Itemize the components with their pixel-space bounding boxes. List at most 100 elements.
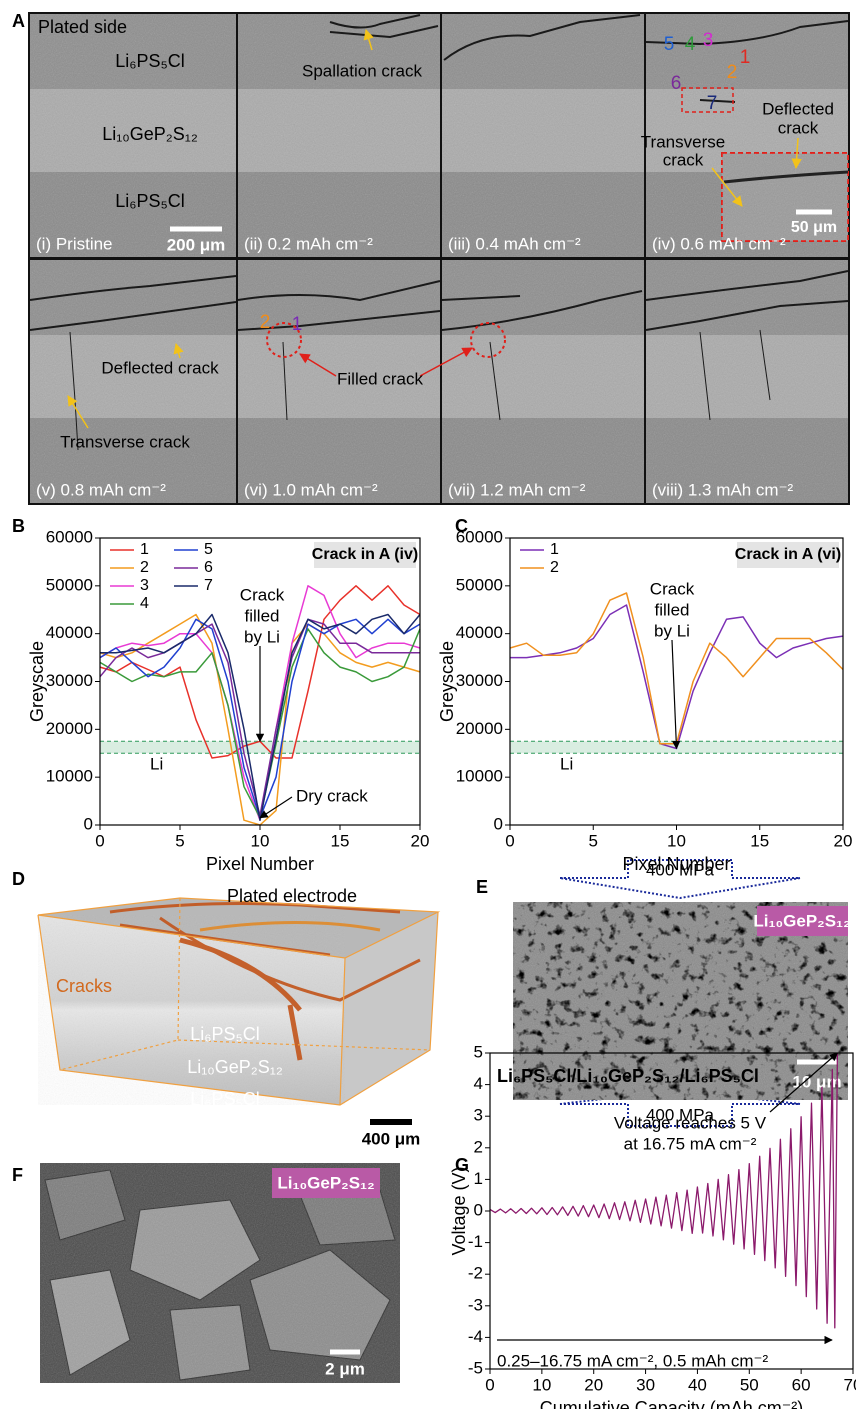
material-tag [757, 906, 848, 936]
legend-label: 7 [204, 577, 213, 594]
y-tick-label: 0 [494, 814, 503, 833]
inset-texture [722, 153, 848, 241]
material-label: Li₁₀GeP₂S₁₂ [753, 911, 850, 930]
y-axis-label: Voltage (V) [449, 1166, 469, 1255]
tile-label: (vii) 1.2 mAh cm⁻² [448, 480, 586, 499]
y-tick-label: 50000 [456, 575, 503, 594]
x-tick-label: 20 [584, 1375, 603, 1394]
tile-label: (vi) 1.0 mAh cm⁻² [244, 480, 378, 499]
annotation: Plated electrode [227, 886, 357, 906]
x-tick-label: 0 [485, 1375, 494, 1394]
tile-texture [442, 260, 644, 503]
legend-label: 1 [550, 541, 559, 558]
y-tick-label: -2 [468, 1264, 483, 1283]
annotation: 0.25–16.75 mA cm⁻², 0.5 mAh cm⁻² [497, 1351, 769, 1370]
tile-texture [646, 260, 848, 503]
crack-number: 1 [292, 314, 303, 335]
y-tick-label: 0 [474, 1200, 483, 1219]
crack-number: 4 [685, 34, 696, 55]
panel-label: F [12, 1165, 23, 1185]
scale-label: 50 μm [791, 219, 837, 236]
y-tick-label: 40000 [456, 623, 503, 642]
annotation-arrow [769, 1052, 839, 1113]
legend-label: 1 [140, 541, 149, 558]
crack-number: 3 [703, 30, 714, 51]
scale-label: 2 μm [325, 1359, 365, 1378]
tile-label: (v) 0.8 mAh cm⁻² [36, 480, 166, 499]
y-tick-label: 3 [474, 1106, 483, 1125]
y-tick-label: 20000 [456, 719, 503, 738]
annotation: Dry crack [296, 786, 368, 805]
panel-label: B [12, 516, 25, 536]
annotation: Voltage reaches 5 V [614, 1113, 767, 1132]
material-tag [272, 1168, 380, 1198]
panel-label: G [455, 1155, 469, 1175]
tile-texture [442, 14, 644, 257]
y-tick-label: -5 [468, 1358, 483, 1377]
series-line [100, 613, 421, 821]
x-tick-label: 20 [834, 831, 853, 850]
tile-label: (i) Pristine [36, 234, 113, 253]
y-axis-label: Greyscale [27, 641, 47, 722]
li-band [100, 741, 420, 754]
filled-circle [266, 322, 302, 358]
x-tick-label: 15 [750, 831, 769, 850]
block-face [340, 912, 438, 1105]
y-tick-label: 40000 [46, 623, 93, 642]
x-axis-label: Pixel Number [622, 854, 730, 874]
li-label: Li [150, 755, 163, 774]
tile-texture [30, 260, 236, 503]
pressure-label: 400 MPa [646, 1105, 715, 1124]
block-face [38, 898, 438, 958]
legend-label: 4 [140, 595, 149, 612]
crack-number: 2 [260, 312, 271, 333]
annotation: Transverse crack [60, 432, 190, 451]
tile-label: (iv) 0.6 mAh cm⁻² [652, 234, 786, 253]
annotation-arrow [259, 796, 293, 819]
layer-label: Li₆PS₅Cl [190, 1089, 260, 1109]
x-axis-label: Pixel Number [206, 854, 314, 874]
annotation-arrow [671, 639, 681, 750]
block-texture [38, 915, 345, 1105]
legend-label: 6 [204, 559, 213, 576]
cracks [29, 14, 849, 451]
li-label: Li [560, 755, 573, 774]
crack-number: 7 [707, 93, 718, 114]
y-tick-label: 10000 [46, 767, 93, 786]
legend-label: 2 [550, 559, 559, 576]
y-tick-label: 50000 [46, 575, 93, 594]
x-tick-label: 30 [636, 1375, 655, 1394]
panel-label: C [455, 516, 468, 536]
material-label: Li₁₀GeP₂S₁₂ [277, 1173, 374, 1192]
y-tick-label: -4 [468, 1327, 483, 1346]
annotation: by Li [244, 627, 280, 646]
tiles [30, 14, 848, 503]
x-tick-label: 5 [589, 831, 598, 850]
x-tick-label: 60 [792, 1375, 811, 1394]
pressure-arrow [559, 859, 801, 900]
layer-label: Li₆PS₅Cl [115, 51, 185, 71]
panel-label: D [12, 869, 25, 889]
x-tick-label: 5 [175, 831, 184, 850]
tile-label: (viii) 1.3 mAh cm⁻² [652, 480, 794, 499]
y-tick-label: 5 [474, 1042, 483, 1061]
panel-label: E [476, 877, 488, 897]
crack-number: 1 [740, 47, 751, 68]
panel-label: A [12, 11, 25, 31]
annotation: Deflected crack [101, 358, 219, 377]
legend-label: 2 [140, 559, 149, 576]
plated-side: Plated side [38, 17, 127, 37]
zoom-box [681, 87, 734, 113]
y-tick-label: 30000 [46, 671, 93, 690]
series-line [489, 1052, 839, 1329]
title-box [737, 542, 839, 568]
arrows [67, 28, 802, 429]
annotation: filled [245, 606, 280, 625]
annotation: Transverse [641, 132, 725, 151]
legend-label: 3 [140, 577, 149, 594]
annotation: Crack [650, 579, 695, 598]
y-axis-label: Greyscale [437, 641, 457, 722]
scale-label: 400 μm [362, 1129, 421, 1148]
